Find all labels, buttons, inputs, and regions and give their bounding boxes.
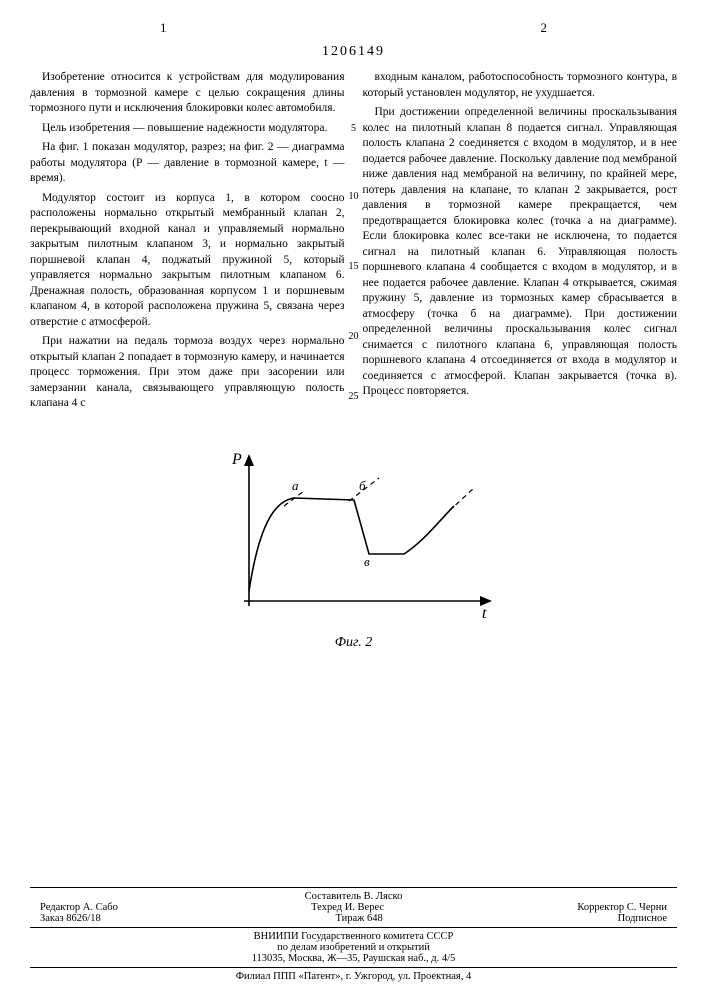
point-label-b: б	[359, 478, 366, 493]
footer-divider	[30, 967, 677, 968]
paragraph: На фиг. 1 показан модулятор, разрез; на …	[30, 140, 345, 187]
point-label-a: а	[292, 478, 299, 493]
pressure-time-chart: P t а б в	[204, 446, 504, 626]
paragraph: Цель изобретения — повышение надежности …	[30, 121, 345, 137]
line-number: 15	[347, 260, 361, 274]
line-number: 20	[347, 330, 361, 344]
line-number: 5	[347, 122, 361, 136]
page: 1 2 1206149 5 10 15 20 25 Изобретение от…	[0, 0, 707, 1000]
y-axis-label: P	[231, 451, 242, 468]
address-line-1: 113035, Москва, Ж—35, Раушская наб., д. …	[30, 953, 677, 964]
y-axis-arrow-icon	[244, 454, 254, 466]
print-run: Тираж 648	[335, 913, 382, 924]
text-columns: 5 10 15 20 25 Изобретение относится к ус…	[30, 70, 677, 416]
credits-row-2: Заказ 8626/18 Тираж 648 Подписное	[30, 913, 677, 924]
page-number-left: 1	[160, 20, 167, 36]
organization-line-2: по делам изобретений и открытий	[30, 942, 677, 953]
editor-credit: Редактор А. Сабо	[40, 902, 118, 913]
page-number-right: 2	[541, 20, 548, 36]
organization-line-1: ВНИИПИ Государственного комитета СССР	[30, 931, 677, 942]
line-number: 25	[347, 390, 361, 404]
compiler-credit: Составитель В. Ляско	[30, 891, 677, 902]
corrector-credit: Корректор С. Черни	[577, 902, 667, 913]
figure-caption: Фиг. 2	[30, 635, 677, 651]
right-column: входным каналом, работоспособность тормо…	[363, 70, 678, 416]
paragraph: При нажатии на педаль тормоза воздух чер…	[30, 334, 345, 412]
paragraph: Изобретение относится к устройствам для …	[30, 70, 345, 117]
document-number: 1206149	[30, 44, 677, 60]
main-curve	[249, 498, 454, 591]
paragraph: входным каналом, работоспособность тормо…	[363, 70, 678, 101]
point-label-v: в	[364, 554, 370, 569]
subscription: Подписное	[618, 913, 667, 924]
left-column: Изобретение относится к устройствам для …	[30, 70, 345, 416]
line-number: 10	[347, 190, 361, 204]
footer-divider	[30, 927, 677, 928]
paragraph: При достижении определенной величины про…	[363, 105, 678, 400]
figure-2: P t а б в Фиг. 2	[30, 446, 677, 651]
credits-row-1: Редактор А. Сабо Техред И. Верес Коррект…	[30, 902, 677, 913]
tech-editor-credit: Техред И. Верес	[311, 902, 384, 913]
paragraph: Модулятор состоит из корпуса 1, в которо…	[30, 191, 345, 331]
address-line-2: Филиал ППП «Патент», г. Ужгород, ул. Про…	[30, 971, 677, 982]
x-axis-label: t	[482, 605, 487, 622]
footer: Составитель В. Ляско Редактор А. Сабо Те…	[30, 884, 677, 982]
page-header-numbers: 1 2	[30, 20, 677, 36]
footer-divider	[30, 887, 677, 888]
order-number: Заказ 8626/18	[40, 913, 101, 924]
